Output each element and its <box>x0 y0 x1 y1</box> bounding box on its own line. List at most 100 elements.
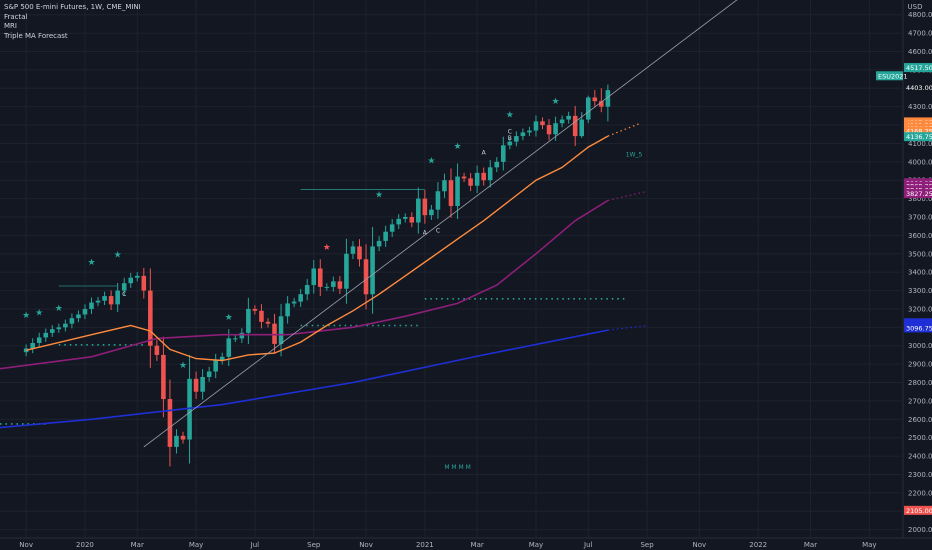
candle-body <box>370 246 375 295</box>
time-tick-label: May <box>189 541 203 549</box>
trendline <box>143 0 738 448</box>
ma-slow-line <box>0 329 609 429</box>
price-tick-label: 4800.00 <box>908 11 932 19</box>
candle-body <box>69 318 75 324</box>
fractal-star-up: ★ <box>114 250 122 260</box>
wave-marker: C <box>122 291 126 298</box>
price-tick-label: 2400.00 <box>908 453 932 461</box>
candle-body <box>50 329 55 333</box>
candle-body <box>233 338 238 340</box>
candle-body <box>298 294 303 302</box>
price-tag-label: 4136.75 <box>906 133 932 141</box>
indicator-mri[interactable]: MRI <box>4 22 17 30</box>
time-axis[interactable]: Nov 2020 Mar May Jul Sep Nov 2021 Mar May Jul Sep No… <box>19 541 876 549</box>
candle-body <box>239 332 245 339</box>
price-tag-bg <box>904 505 932 515</box>
candle-body <box>442 180 447 192</box>
price-tick-label: 3400.00 <box>908 269 932 277</box>
candle-body <box>520 132 526 137</box>
candle-body <box>383 231 388 241</box>
time-tick-label: Sep <box>640 541 654 549</box>
candle-body <box>317 268 323 287</box>
time-tick-label: 2022 <box>749 541 767 549</box>
candle-body <box>206 371 212 378</box>
price-tick-label: 3600.00 <box>908 232 932 240</box>
fractal-star-up: ★ <box>453 142 461 152</box>
candle-body <box>141 275 147 291</box>
price-tick-label: 4300.00 <box>908 103 932 111</box>
price-tick-label: 3300.00 <box>908 287 932 295</box>
price-tag-label: 4517.50 <box>906 64 932 72</box>
price-tick-label: 2000.00 <box>908 526 932 534</box>
candle-body <box>174 435 179 447</box>
candle-body <box>226 338 232 357</box>
indicator-fractal[interactable]: Fractal <box>4 12 28 21</box>
time-tick-label: Mar <box>131 541 144 549</box>
candle-body <box>128 277 134 284</box>
candle-body <box>487 167 493 181</box>
fractal-star-up: ★ <box>506 111 514 121</box>
candle-body <box>148 290 153 346</box>
candle-body <box>167 399 173 447</box>
fractal-star-up: ★ <box>55 304 63 314</box>
candle-body <box>134 275 140 278</box>
candle-body <box>324 286 330 288</box>
candle-body <box>448 180 454 206</box>
candle-body <box>389 224 395 232</box>
candle-body <box>546 125 552 135</box>
ma-mid-line <box>0 199 609 370</box>
price-tag-bg <box>904 126 932 136</box>
wave-marker: A <box>423 229 428 236</box>
time-tick-label: May <box>529 541 543 549</box>
candle-body <box>304 285 310 295</box>
candle-body <box>213 360 218 372</box>
candle-body <box>553 123 558 135</box>
candle-body <box>409 217 415 223</box>
price-tag-bg <box>904 323 932 333</box>
price-tick-label: 3800.00 <box>908 195 932 203</box>
candle-body <box>246 308 251 333</box>
candle-body <box>95 300 101 303</box>
candle-body <box>540 121 545 126</box>
candle-body <box>514 136 519 142</box>
time-tick-label: Mar <box>471 541 484 549</box>
candle-body <box>481 172 486 181</box>
time-tick-label: Sep <box>307 541 321 549</box>
price-tag-bg <box>904 189 932 199</box>
candle-body <box>102 296 107 301</box>
time-tick-label: Nov <box>359 541 373 549</box>
candlestick-series <box>23 84 611 467</box>
candle-body <box>344 253 349 289</box>
fractal-star-up: ★ <box>87 258 95 268</box>
candle-body <box>507 141 513 146</box>
fractal-star-up: ★ <box>225 313 233 323</box>
candle-body <box>43 332 49 338</box>
candle-body <box>187 378 192 440</box>
candle-body <box>154 345 160 355</box>
candle-body <box>193 378 199 392</box>
fractal-star-up: ★ <box>375 191 383 201</box>
price-tick-label: 4000.00 <box>908 158 932 166</box>
candle-body <box>579 119 585 137</box>
price-tick-label: 3200.00 <box>908 305 932 313</box>
candle-body <box>572 115 578 137</box>
indicator-triple-ma[interactable]: Triple MA Forecast <box>4 31 68 40</box>
candle-body <box>337 281 343 289</box>
symbol-title[interactable]: S&P 500 E-mini Futures, 1W, CME_MINI <box>4 3 141 11</box>
time-tick-label: May <box>862 541 876 549</box>
trendline-group[interactable] <box>143 0 876 448</box>
symbol-tag-label: ESU2021 <box>878 72 908 80</box>
candle-body <box>56 327 62 330</box>
candle-body <box>422 198 428 216</box>
time-tick-label: Nov <box>693 541 707 549</box>
price-tick-label: 3700.00 <box>908 214 932 222</box>
price-tick-label: 4700.00 <box>908 30 932 38</box>
time-tick-label: Jul <box>583 541 593 549</box>
candle-body <box>108 296 114 305</box>
candle-body <box>416 198 421 223</box>
candle-body <box>259 310 264 322</box>
candle-body <box>115 290 120 305</box>
price-tag-bg <box>904 132 932 142</box>
